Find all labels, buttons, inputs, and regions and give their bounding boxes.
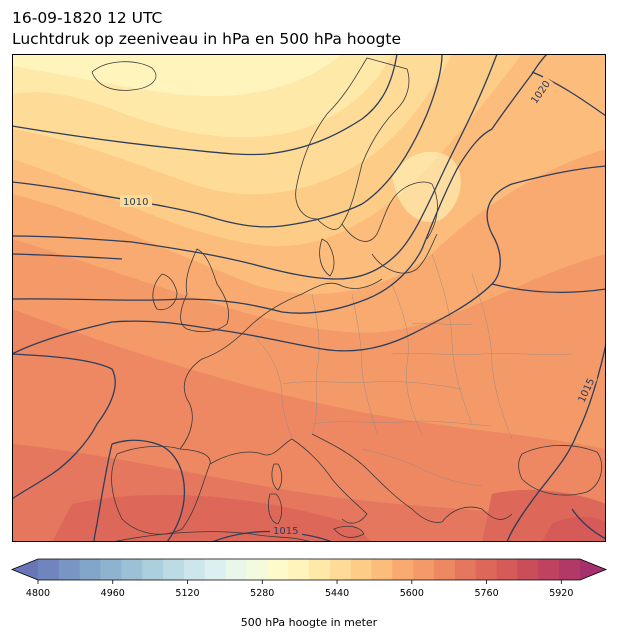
colorbar-extend-min xyxy=(12,559,38,580)
coastlines xyxy=(91,57,603,542)
colorbar-tick-label: 4960 xyxy=(101,588,125,599)
colorbar-cell xyxy=(163,559,185,580)
colorbar-tick-label: 5760 xyxy=(474,588,498,599)
colorbar-cell xyxy=(413,559,435,580)
colorbar-outline xyxy=(10,558,608,581)
isobar-labels: 1010 1020 1015 1015 xyxy=(120,75,598,537)
colorbar-tick-label: 5920 xyxy=(549,588,573,599)
colorbar-cell xyxy=(350,559,372,580)
height-fill-bands xyxy=(12,54,606,542)
colorbar-tick-label: 4800 xyxy=(26,588,50,599)
colorbar-cell xyxy=(100,559,122,580)
colorbar-cell xyxy=(559,559,581,580)
colorbar-cell xyxy=(288,559,310,580)
colorbar-cell xyxy=(183,559,206,580)
colorbar-tick-label: 5600 xyxy=(400,588,424,599)
colorbar-cell xyxy=(475,559,498,580)
colorbar-cell xyxy=(121,559,143,580)
colorbar-tick-label: 5440 xyxy=(325,588,349,599)
colorbar-extend-max xyxy=(580,559,606,580)
colorbar-cell xyxy=(329,559,352,580)
colorbar-cell xyxy=(496,559,518,580)
colorbar-cell xyxy=(434,559,456,580)
colorbar-cell xyxy=(454,559,477,580)
colorbar-ticks: 4800 4960 5120 5280 5440 5600 5760 5920 xyxy=(26,580,573,599)
pressure-map: 1010 1020 1015 1015 xyxy=(12,54,606,542)
country-borders xyxy=(251,253,573,487)
colorbar-cell xyxy=(371,559,393,580)
colorbar-cell xyxy=(267,559,289,580)
colorbar-cell xyxy=(38,559,60,580)
colorbar-cells xyxy=(12,559,606,580)
colorbar-cell xyxy=(392,559,414,580)
colorbar-cell xyxy=(204,559,227,580)
colorbar-cell xyxy=(225,559,247,580)
colorbar-cell xyxy=(58,559,81,580)
isobars xyxy=(12,54,606,542)
colorbar-tick-label: 5280 xyxy=(250,588,274,599)
isobar-label-1015-south: 1015 xyxy=(273,526,298,537)
isobar-label-1010: 1010 xyxy=(123,197,148,208)
colorbar-label: 500 hPa hoogte in meter xyxy=(241,616,378,629)
colorbar: 4800 4960 5120 5280 5440 5600 5760 5920 500 hPa… xyxy=(10,558,608,629)
colorbar-cell xyxy=(79,559,101,580)
colorbar-cell xyxy=(142,559,164,580)
map-title: Luchtdruk op zeeniveau in hPa en 500 hPa… xyxy=(12,30,401,48)
map-datetime: 16-09-1820 12 UTC xyxy=(12,9,163,27)
map-frame xyxy=(12,54,606,542)
colorbar-tick-label: 5120 xyxy=(175,588,199,599)
colorbar-cell xyxy=(309,559,331,580)
colorbar-cell xyxy=(517,559,539,580)
colorbar-cell xyxy=(538,559,560,580)
colorbar-cell xyxy=(246,559,268,580)
